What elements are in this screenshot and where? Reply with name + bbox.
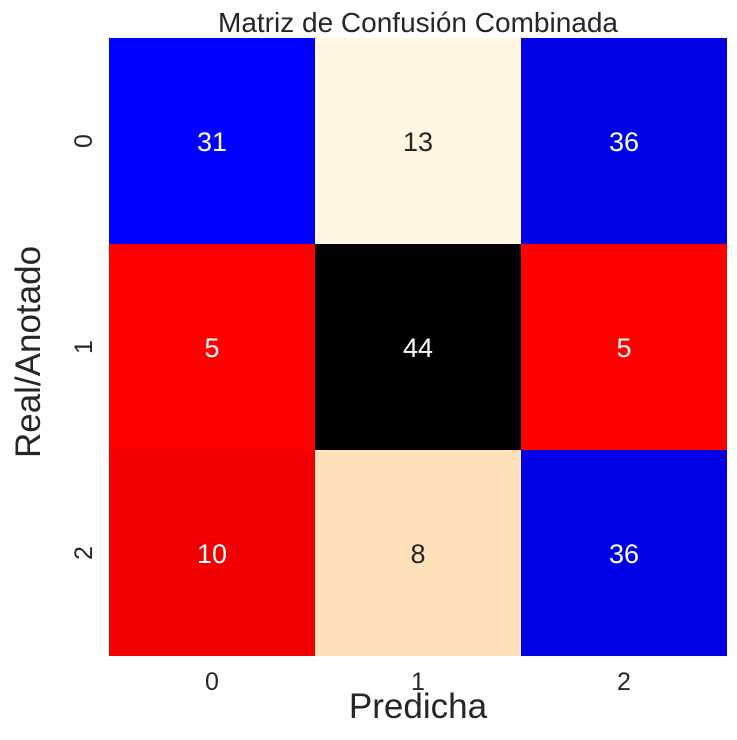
- cell-value-label-r2-c1: 8: [410, 539, 425, 569]
- heatmap-cell-r1-c1: [315, 244, 521, 450]
- heatmap-cell-r0-c1: [315, 38, 521, 244]
- y-tick-label-2: 2: [70, 546, 98, 560]
- x-tick-label-0: 0: [205, 668, 219, 696]
- y-tick-label-1: 1: [70, 340, 98, 354]
- cell-value-label-r1-c2: 5: [616, 333, 631, 363]
- heatmap-cell-r1-c2: [521, 244, 727, 450]
- cell-value-label-r0-c0: 31: [197, 127, 227, 157]
- y-axis-ticks: 0 1 2: [70, 134, 98, 560]
- x-axis-label: Predicha: [349, 687, 488, 726]
- heatmap-cell-r2-c1: [315, 450, 521, 656]
- x-tick-label-1: 1: [411, 668, 425, 696]
- heatmap-cell-r2-c2: [521, 450, 727, 656]
- cell-value-label-r2-c0: 10: [197, 539, 227, 569]
- cell-value-label-r2-c2: 36: [609, 539, 639, 569]
- heatmap-cells: [109, 38, 727, 656]
- chart-title: Matriz de Confusión Combinada: [218, 7, 618, 38]
- x-axis-ticks: 0 1 2: [205, 668, 631, 696]
- heatmap-cell-labels: 31 13 36 5 44 5 10 8 36: [197, 127, 639, 569]
- y-tick-label-0: 0: [70, 134, 98, 148]
- y-axis-label: Real/Anotado: [9, 246, 48, 458]
- cell-value-label-r1-c1: 44: [403, 333, 433, 363]
- cell-value-label-r0-c1: 13: [403, 127, 433, 157]
- cell-value-label-r1-c0: 5: [204, 333, 219, 363]
- cell-value-label-r0-c2: 36: [609, 127, 639, 157]
- heatmap-cell-r2-c0: [109, 450, 315, 656]
- heatmap-cell-r0-c2: [521, 38, 727, 244]
- heatmap-cell-r1-c0: [109, 244, 315, 450]
- x-tick-label-2: 2: [617, 668, 631, 696]
- heatmap-cell-r0-c0: [109, 38, 315, 244]
